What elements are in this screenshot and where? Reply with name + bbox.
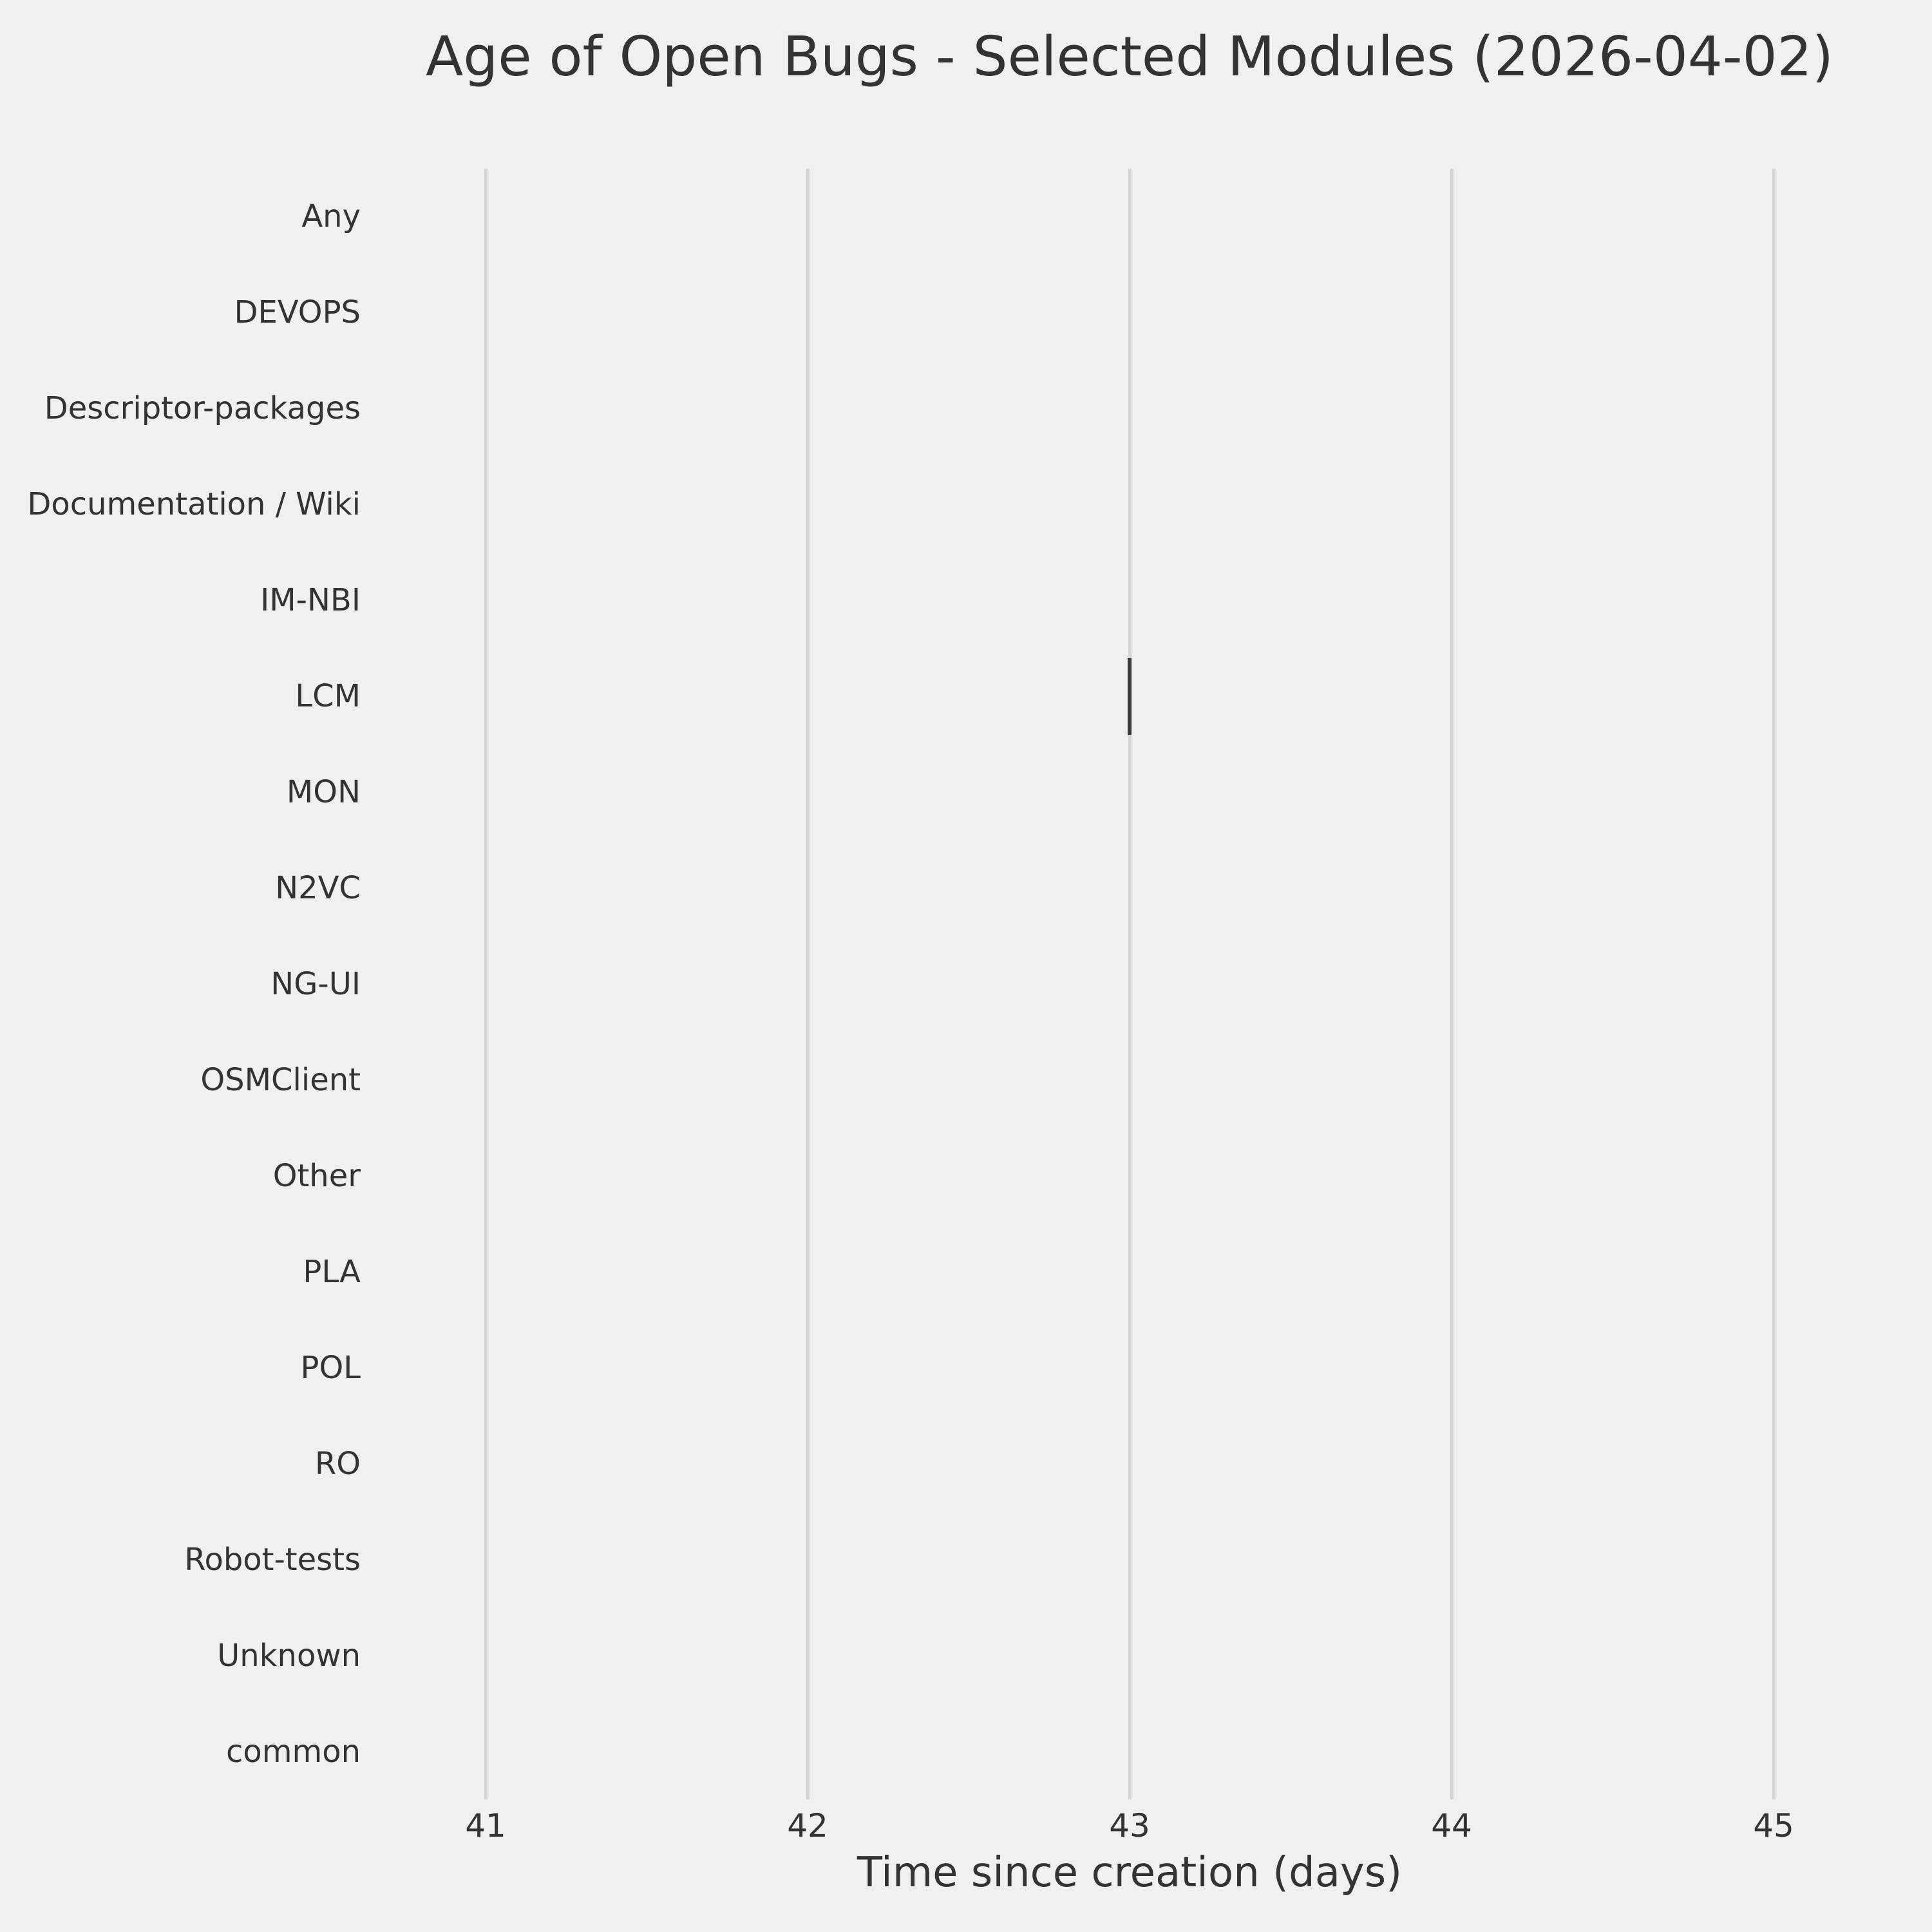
y-category-label-n2vc: N2VC [275, 870, 361, 907]
gridline-x-41 [484, 169, 488, 1799]
gridline-x-42 [806, 169, 810, 1799]
x-axis-title: Time since creation (days) [857, 1849, 1403, 1897]
y-category-label-ng-ui: NG-UI [270, 966, 361, 1002]
y-category-label-common: common [225, 1733, 361, 1770]
y-category-label-unknown: Unknown [217, 1637, 361, 1674]
y-category-label-pol: POL [300, 1349, 361, 1386]
y-category-label-pla: PLA [303, 1253, 361, 1290]
y-category-label-im-nbi: IM-NBI [260, 582, 361, 619]
y-category-label-lcm: LCM [295, 678, 361, 715]
y-category-label-descriptor-packages: Descriptor-packages [44, 390, 361, 427]
y-category-label-devops: DEVOPS [234, 294, 361, 331]
x-tick-label-43: 43 [1109, 1807, 1150, 1844]
box-mark-lcm [1128, 658, 1132, 735]
y-category-label-any: Any [301, 198, 361, 235]
plot-area [389, 169, 1870, 1799]
x-tick-label-42: 42 [787, 1807, 828, 1844]
gridline-x-45 [1772, 169, 1776, 1799]
y-category-label-ro: RO [314, 1445, 361, 1482]
y-category-label-osmclient: OSMClient [200, 1061, 361, 1098]
y-category-label-documentation-wiki: Documentation / Wiki [27, 486, 361, 523]
gridline-x-43 [1128, 169, 1132, 1799]
y-category-label-other: Other [272, 1157, 361, 1194]
x-tick-label-41: 41 [465, 1807, 506, 1844]
x-tick-label-44: 44 [1431, 1807, 1472, 1844]
x-tick-label-45: 45 [1753, 1807, 1794, 1844]
gridline-x-44 [1450, 169, 1454, 1799]
y-category-label-robot-tests: Robot-tests [184, 1541, 361, 1578]
chart-title: Age of Open Bugs - Selected Modules (202… [426, 25, 1833, 89]
y-category-label-mon: MON [286, 774, 361, 811]
